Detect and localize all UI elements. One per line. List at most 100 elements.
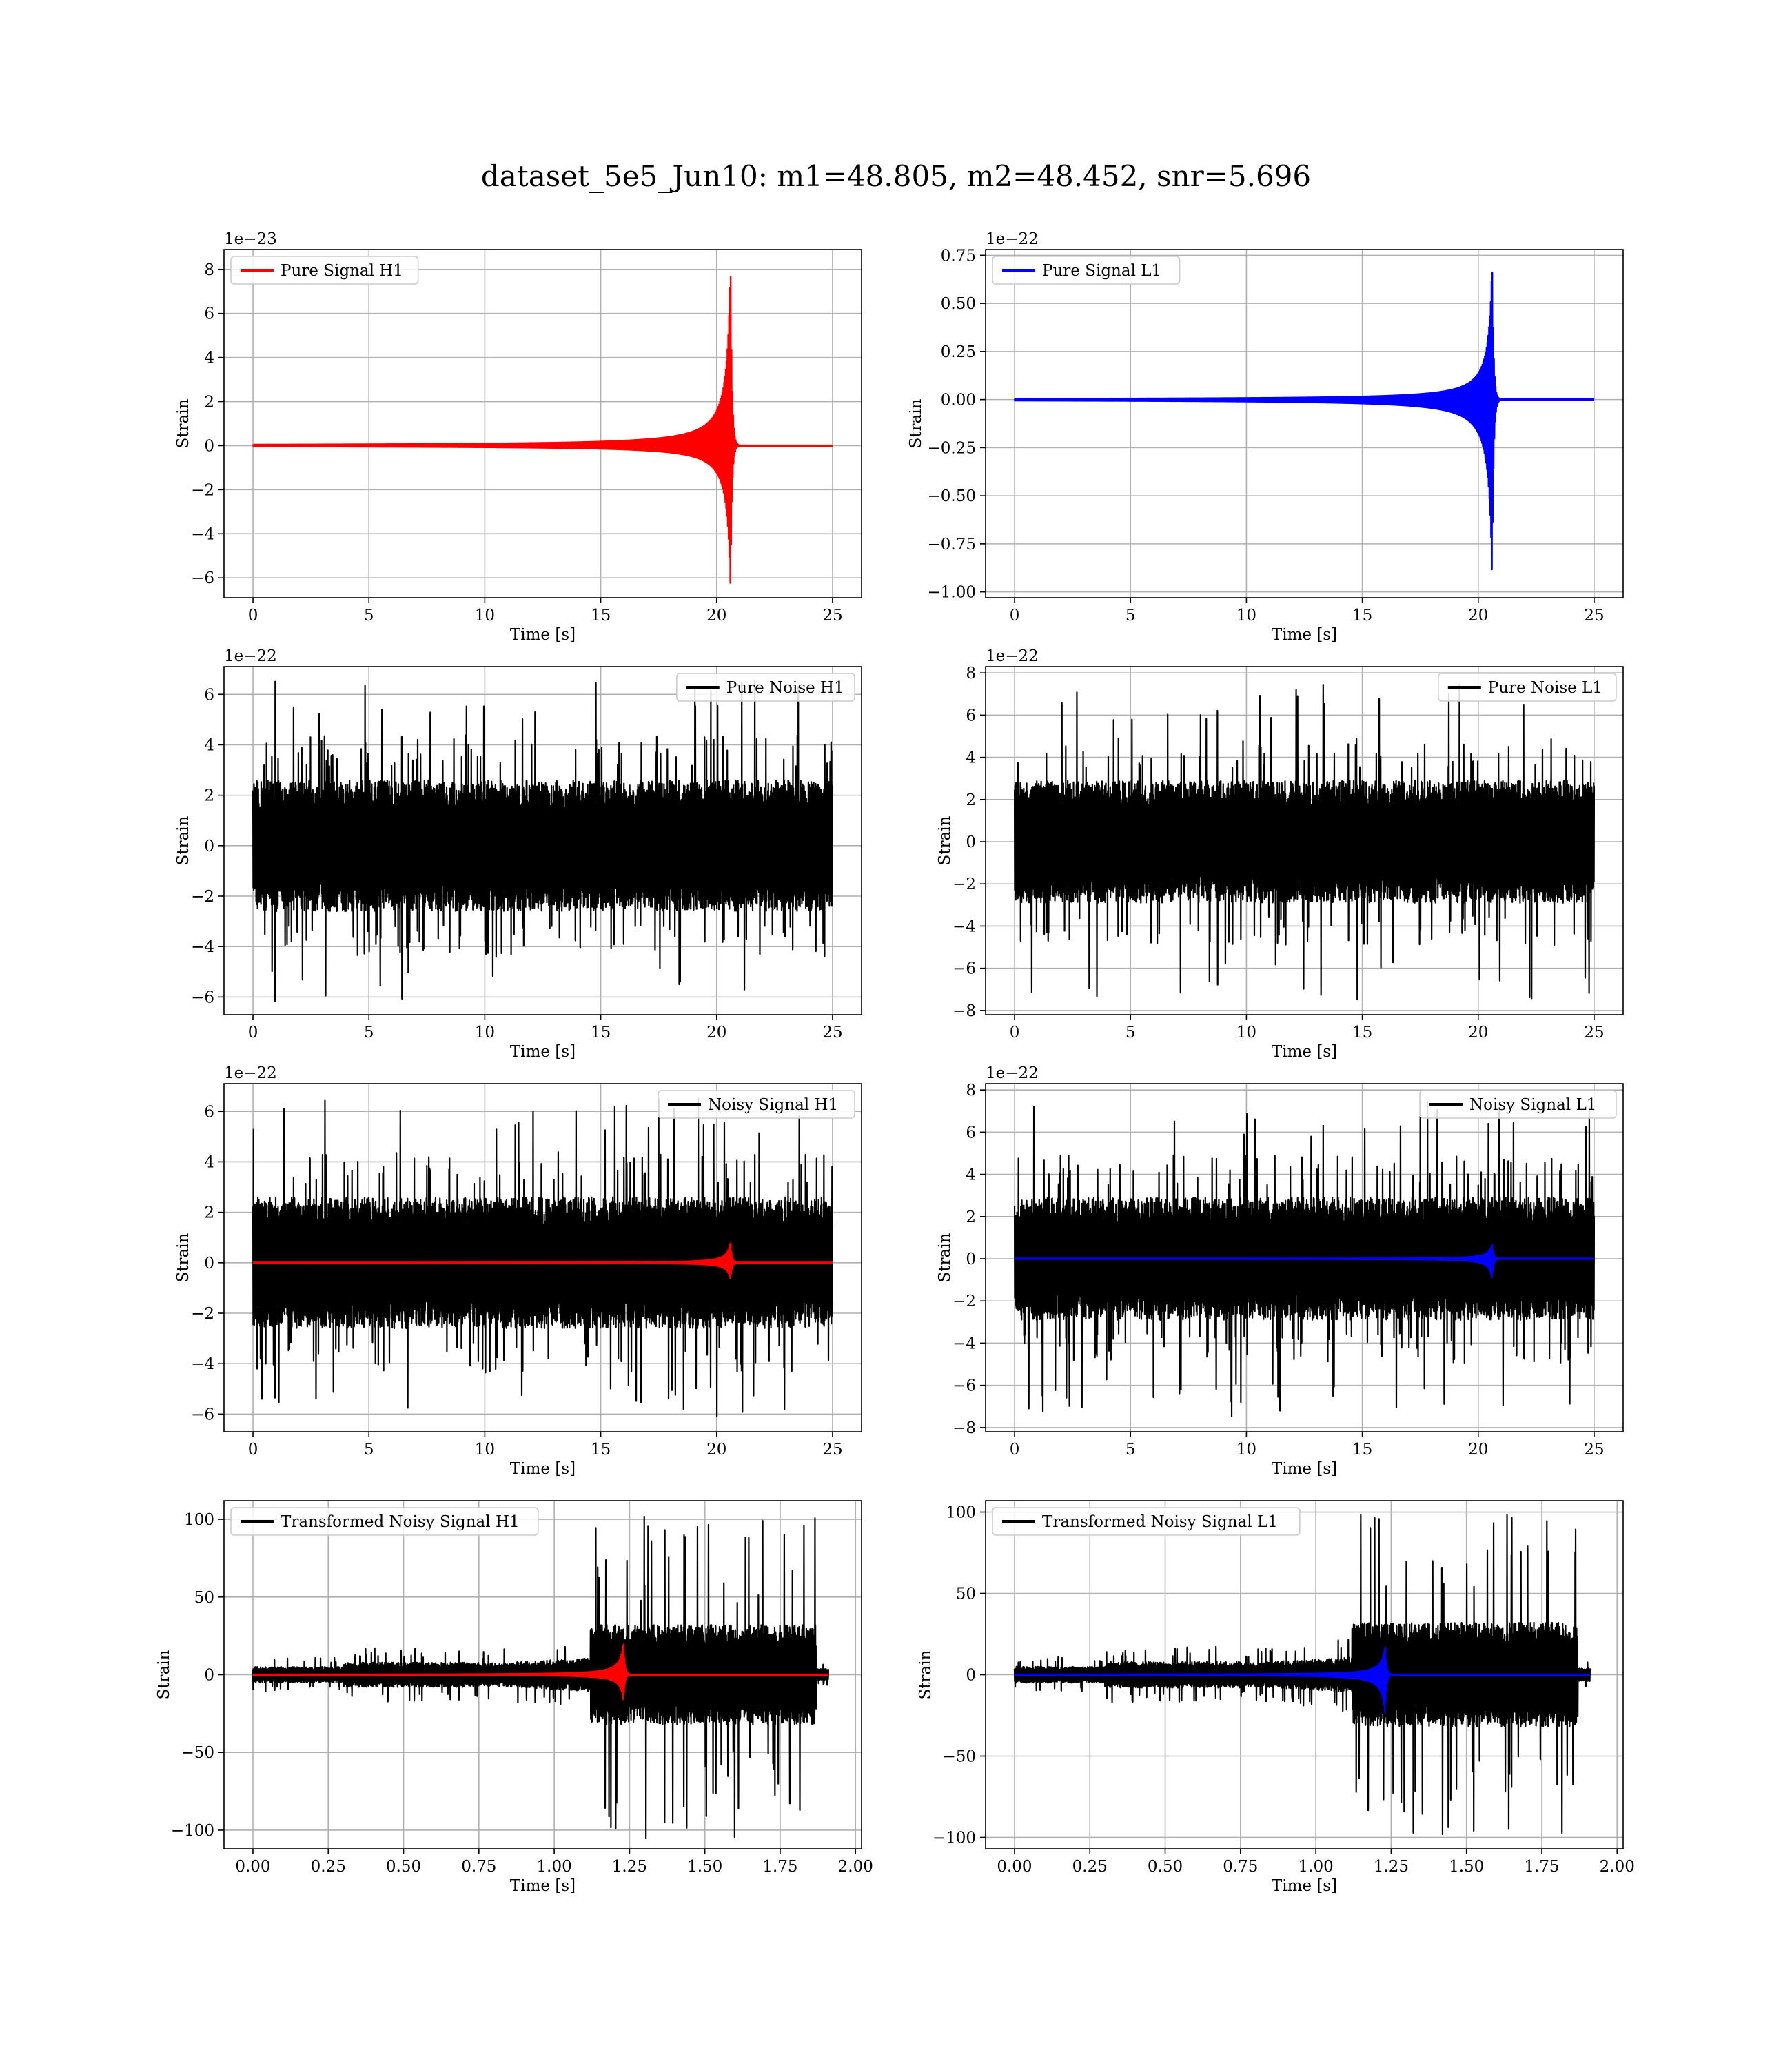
y-axis-label: Strain xyxy=(917,1650,935,1699)
x-tick-label: 1.00 xyxy=(1299,1858,1334,1876)
y-tick-label: −6 xyxy=(191,989,214,1006)
y-tick-label: 8 xyxy=(966,1082,976,1099)
x-tick-label: 25 xyxy=(822,1024,842,1042)
x-tick-label: 20 xyxy=(706,1024,726,1042)
axes-frame xyxy=(223,666,862,1015)
x-tick-label: 15 xyxy=(591,607,611,625)
y-tick-label: −4 xyxy=(953,1335,976,1352)
y-tick-label: 0.00 xyxy=(941,392,976,409)
x-tick-label: 1.50 xyxy=(1449,1858,1484,1876)
y-tick-label: 6 xyxy=(966,1124,976,1142)
legend-box xyxy=(1419,1090,1617,1119)
y-tick-label: 8 xyxy=(204,261,214,279)
legend-box xyxy=(675,673,855,702)
x-tick-label: 1.75 xyxy=(1524,1858,1559,1876)
x-tick-label: 0.25 xyxy=(1072,1858,1108,1876)
y-tick-label: −50 xyxy=(181,1744,214,1762)
series-line-signal xyxy=(252,276,833,584)
y-tick-label: −100 xyxy=(933,1829,976,1847)
x-tick-label: 25 xyxy=(1584,607,1604,625)
y-axis-label: Strain xyxy=(174,815,192,865)
legend-box xyxy=(992,1507,1301,1536)
y-tick-label: −50 xyxy=(942,1747,976,1765)
x-tick-label: 0 xyxy=(1010,607,1020,625)
x-tick-label: 25 xyxy=(1584,1441,1604,1459)
x-tick-label: 20 xyxy=(1468,1441,1488,1459)
panel-p8: 0.00 0.25 0.50 0.75 1.00 1.25 1.50 1.75 2.00 −100… xyxy=(917,1500,1635,1895)
y-tick-label: 2 xyxy=(966,791,976,809)
y-tick-label: 6 xyxy=(204,686,214,704)
y-tick-label: 4 xyxy=(966,1166,976,1184)
y-tick-label: 100 xyxy=(184,1511,214,1529)
x-tick-label: 15 xyxy=(1352,607,1372,625)
axes-frame xyxy=(985,666,1624,1015)
x-axis-label: Time [s] xyxy=(1272,1043,1337,1061)
x-tick-label: 5 xyxy=(1126,1024,1136,1042)
legend-label: Pure Noise H1 xyxy=(726,679,844,697)
y-tick-label: 2 xyxy=(204,787,214,805)
panel-p3: 0 5 10 15 20 25 −6 −4 −2 0 2 4 6 Time [s] Strain 1e−22 P… xyxy=(174,647,862,1061)
series-line-noise xyxy=(252,680,834,1002)
axes-frame xyxy=(223,249,862,598)
y-tick-label: 0 xyxy=(204,437,214,455)
grid xyxy=(986,250,1623,598)
x-tick-label: 5 xyxy=(364,607,374,625)
x-axis-label: Time [s] xyxy=(1272,1460,1337,1478)
y-tick-label: 0 xyxy=(204,838,214,855)
plot-area xyxy=(1013,683,1596,1000)
y-tick-label: 0 xyxy=(204,1667,214,1685)
x-tick-label: 1.50 xyxy=(687,1858,722,1876)
legend-label: Pure Signal H1 xyxy=(281,262,403,280)
x-tick-label: 0.00 xyxy=(235,1858,270,1876)
y-tick-label: 6 xyxy=(204,1103,214,1121)
x-axis-label: Time [s] xyxy=(510,1877,576,1895)
panel-p1: 0 5 10 15 20 25 −6 −4 −2 0 2 4 6 8 Time [s] Strain 1e−23… xyxy=(174,230,862,644)
plot-area xyxy=(252,276,833,584)
x-axis-label: Time [s] xyxy=(1272,626,1337,644)
y-tick-label: −2 xyxy=(953,1292,976,1310)
x-tick-label: 1.00 xyxy=(537,1858,572,1876)
x-tick-label: 0 xyxy=(248,607,258,625)
y-tick-label: 2 xyxy=(204,394,214,412)
legend-box xyxy=(230,1507,539,1536)
legend: Pure Noise H1 xyxy=(675,673,855,702)
x-tick-label: 5 xyxy=(364,1441,374,1459)
y-tick-label: 8 xyxy=(966,665,976,682)
x-tick-label: 0 xyxy=(1010,1024,1020,1042)
x-tick-label: 25 xyxy=(1584,1024,1604,1042)
y-tick-label: −4 xyxy=(191,938,214,956)
y-tick-label: 2 xyxy=(204,1204,214,1222)
x-tick-label: 15 xyxy=(591,1441,611,1459)
x-tick-label: 1.25 xyxy=(612,1858,647,1876)
axis-offset-text: 1e−22 xyxy=(224,1064,277,1082)
y-tick-label: 0 xyxy=(966,833,976,851)
y-tick-label: 6 xyxy=(204,305,214,323)
x-axis-label: Time [s] xyxy=(510,1460,576,1478)
y-tick-label: 2 xyxy=(966,1208,976,1226)
x-tick-label: 15 xyxy=(591,1024,611,1042)
series-line-noise xyxy=(252,1515,830,1840)
y-tick-label: −4 xyxy=(191,525,214,543)
x-tick-label: 0.75 xyxy=(1223,1858,1258,1876)
legend-box xyxy=(230,256,419,285)
y-tick-label: 0.50 xyxy=(941,295,976,313)
axis-offset-text: 1e−22 xyxy=(986,230,1039,248)
x-tick-label: 25 xyxy=(822,1441,842,1459)
x-tick-label: 5 xyxy=(364,1024,374,1042)
legend: Pure Signal L1 xyxy=(992,256,1181,285)
x-tick-label: 15 xyxy=(1352,1441,1372,1459)
x-tick-label: 5 xyxy=(1126,1441,1136,1459)
x-tick-label: 2.00 xyxy=(838,1858,873,1876)
y-tick-label: 6 xyxy=(966,707,976,724)
x-tick-label: 0.75 xyxy=(461,1858,496,1876)
series-line-signal xyxy=(1013,272,1595,571)
axis-offset-text: 1e−22 xyxy=(986,647,1039,665)
axis-offset-text: 1e−23 xyxy=(224,230,277,248)
y-tick-label: 4 xyxy=(966,749,976,767)
y-tick-label: −8 xyxy=(953,1002,976,1020)
y-tick-label: 0 xyxy=(966,1667,976,1685)
x-tick-label: 5 xyxy=(1126,607,1136,625)
legend-box xyxy=(992,256,1181,285)
axes-frame xyxy=(985,1083,1624,1432)
